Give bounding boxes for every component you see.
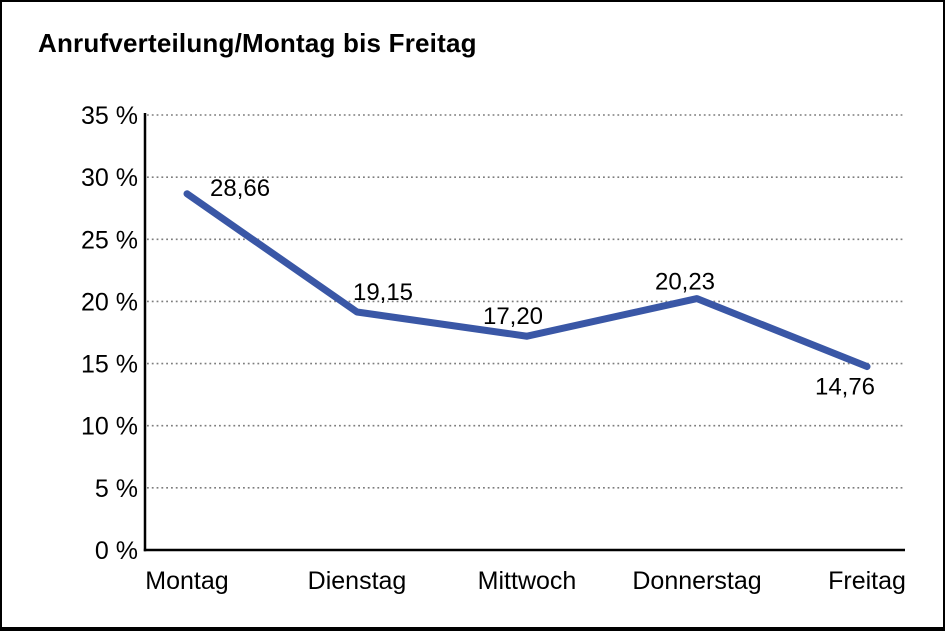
chart-title: Anrufverteilung/Montag bis Freitag [38, 28, 477, 58]
y-tick-label: 20 % [81, 288, 138, 316]
data-label: 19,15 [353, 279, 413, 306]
x-category-label: Dienstag [308, 567, 407, 595]
series-line [183, 190, 871, 371]
data-label: 14,76 [815, 374, 875, 401]
y-tick-label: 35 % [81, 102, 138, 130]
y-tick-label: 5 % [95, 475, 138, 503]
data-label: 28,66 [210, 175, 270, 202]
x-category-label: Mittwoch [478, 567, 577, 595]
x-category-label: Donnerstag [632, 567, 761, 595]
y-tick-label: 30 % [81, 164, 138, 192]
x-category-label: Freitag [828, 567, 906, 595]
y-tick-label: 25 % [81, 226, 138, 254]
x-category-label: Montag [145, 567, 228, 595]
y-tick-label: 15 % [81, 351, 138, 379]
y-tick-label: 10 % [81, 413, 138, 441]
y-tick-label: 0 % [95, 537, 138, 565]
data-label: 17,20 [483, 303, 543, 330]
data-label: 20,23 [655, 269, 715, 296]
